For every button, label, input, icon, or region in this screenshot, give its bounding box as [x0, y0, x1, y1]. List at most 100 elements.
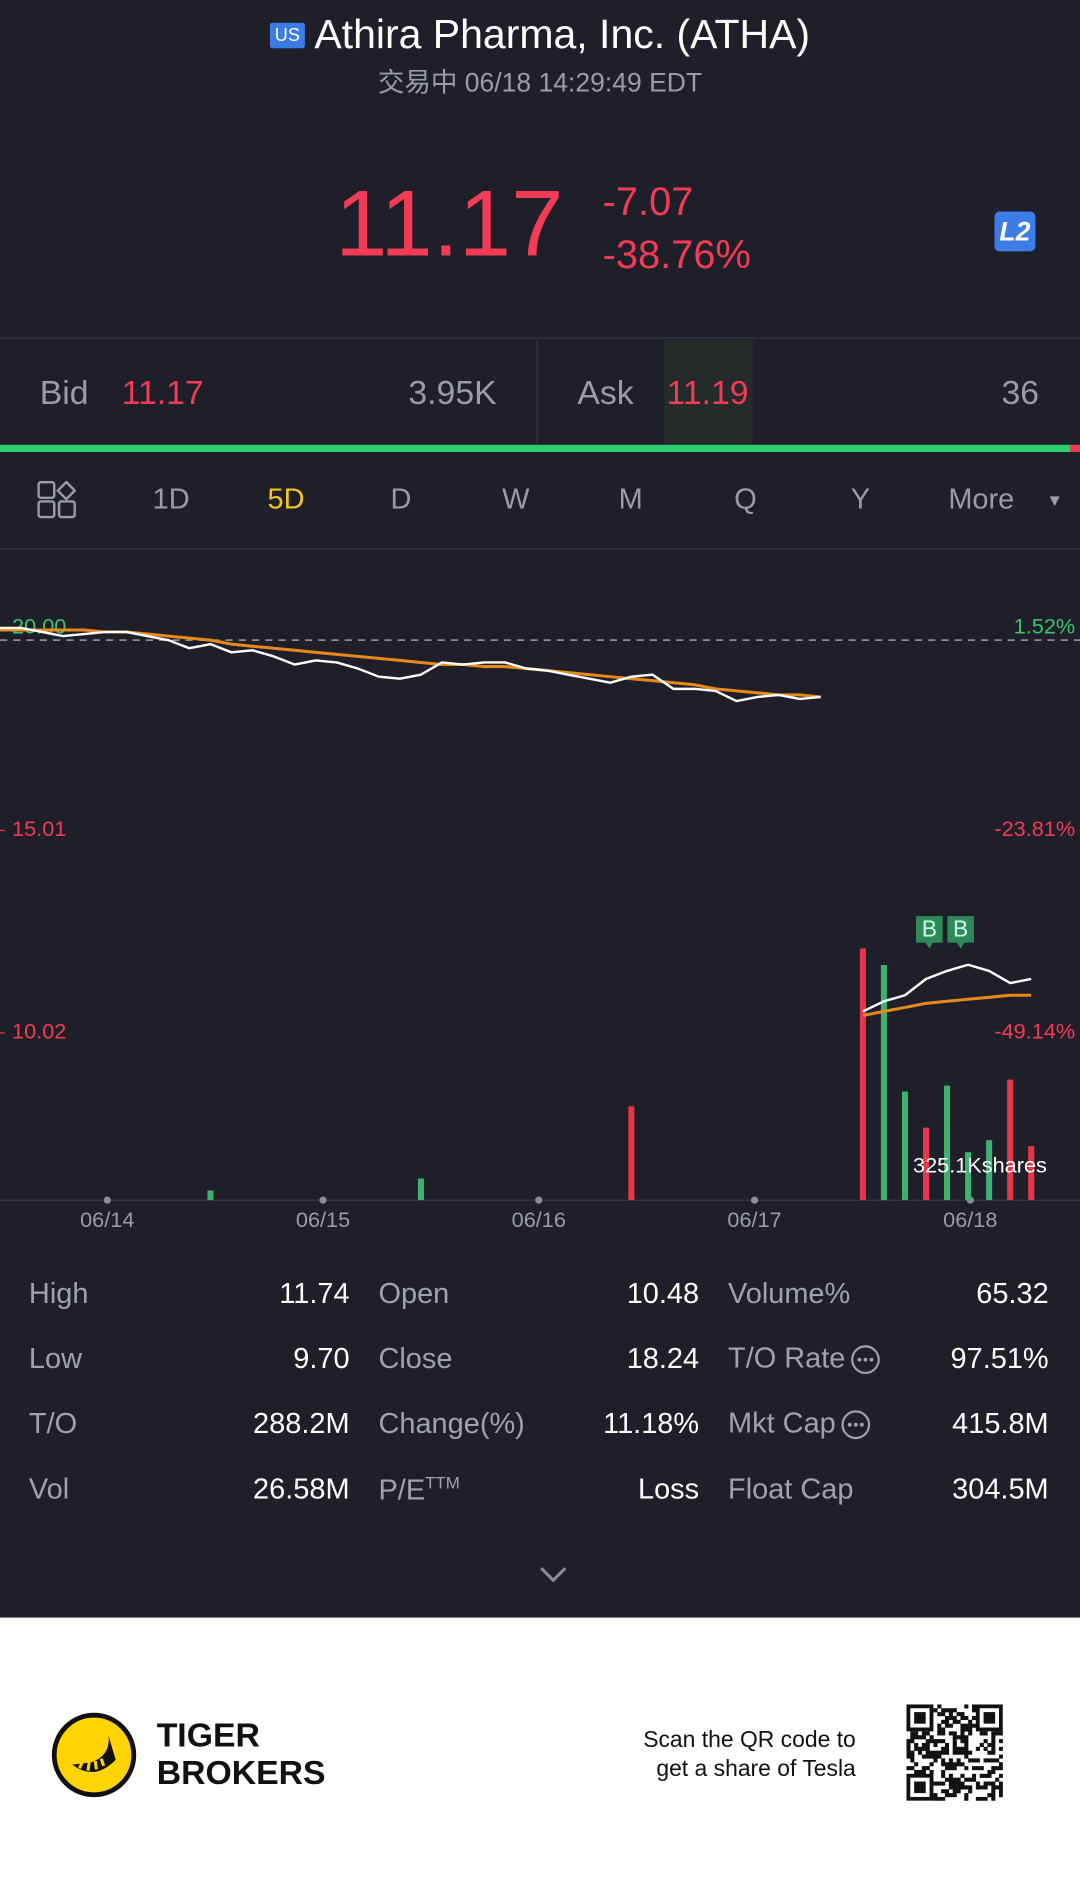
qr-module: [956, 1719, 961, 1724]
percent-label: -23.81%: [994, 816, 1075, 841]
qr-finder: [914, 1781, 926, 1794]
qr-module: [921, 1766, 926, 1771]
qr-module: [952, 1789, 957, 1794]
stat-value: 9.70: [293, 1342, 350, 1376]
qr-module: [991, 1796, 996, 1801]
ask-label: Ask: [577, 373, 634, 412]
qr-module: [964, 1727, 969, 1732]
qr-module: [983, 1739, 988, 1744]
qr-module: [937, 1750, 942, 1755]
qr-module: [941, 1708, 946, 1713]
x-tick-dot: [750, 1196, 759, 1204]
qr-module: [968, 1723, 973, 1728]
qr-module: [944, 1723, 950, 1728]
qr-module: [964, 1715, 969, 1721]
volume-bar: [965, 1152, 972, 1201]
qr-module: [998, 1739, 1003, 1744]
qr-module: [917, 1746, 923, 1751]
qr-module: [929, 1769, 934, 1775]
stat-value: 10.48: [626, 1277, 700, 1311]
qr-module: [921, 1742, 926, 1748]
volume-bar: [880, 964, 887, 1201]
volume-bar: [944, 1085, 951, 1201]
qr-module: [952, 1742, 957, 1748]
stat-value: 288.2M: [253, 1407, 350, 1441]
dropdown-arrow: ▼: [1046, 490, 1064, 510]
expand-chevron[interactable]: [539, 1565, 568, 1584]
qr-module: [960, 1739, 965, 1744]
qr-module: [956, 1789, 961, 1794]
qr-module: [917, 1735, 923, 1740]
qr-module: [960, 1785, 965, 1790]
qr-finder: [906, 1704, 934, 1732]
qr-module: [925, 1750, 930, 1755]
qr-module: [933, 1796, 938, 1801]
qr-module: [956, 1746, 961, 1751]
qr-module: [987, 1773, 992, 1778]
qr-module: [925, 1739, 930, 1744]
qr-module: [937, 1754, 942, 1759]
qr-module: [933, 1754, 938, 1759]
qr-module: [941, 1769, 946, 1775]
last-price: 11.17: [335, 169, 564, 277]
level2-badge[interactable]: L2: [994, 211, 1036, 252]
qr-module: [960, 1762, 965, 1767]
qr-module: [937, 1796, 942, 1801]
tab[interactable]: Y: [850, 483, 871, 516]
tab[interactable]: D: [390, 483, 412, 516]
qr-module: [956, 1750, 961, 1755]
qr-module: [960, 1723, 965, 1728]
qr-module: [933, 1739, 938, 1744]
volume-bar: [986, 1140, 993, 1201]
qr-module: [960, 1746, 965, 1751]
info-dot: [848, 1422, 853, 1427]
qr-module: [995, 1758, 1000, 1763]
tab[interactable]: 1D: [152, 483, 190, 516]
stat-value: Loss: [637, 1472, 700, 1506]
tab[interactable]: 5D: [267, 483, 305, 516]
qr-module: [952, 1746, 957, 1751]
qr-module: [929, 1739, 934, 1744]
volume-bar: [1028, 1146, 1035, 1201]
qr-module: [991, 1750, 996, 1755]
qr-module: [941, 1727, 946, 1732]
stat-label-text: P/E: [378, 1474, 426, 1507]
qr-module: [971, 1777, 977, 1782]
tab[interactable]: W: [502, 483, 530, 516]
info-icon[interactable]: [850, 1344, 881, 1375]
layout-icon[interactable]: [37, 480, 76, 520]
qr-module: [910, 1766, 915, 1771]
qr-module: [968, 1750, 973, 1755]
info-icon[interactable]: [841, 1409, 872, 1440]
price-line: [0, 626, 1032, 1013]
qr-module: [921, 1754, 926, 1759]
qr-module: [998, 1762, 1003, 1767]
tab[interactable]: M: [618, 483, 643, 516]
qr-module: [956, 1712, 961, 1717]
qr-module: [987, 1769, 992, 1775]
qr-module: [937, 1731, 942, 1736]
info-dot: [869, 1357, 874, 1362]
promo-text: get a share of Tesla: [656, 1756, 856, 1783]
volume-bar: [859, 948, 866, 1201]
stat-label: Vol: [29, 1475, 69, 1504]
percent-label: -49.14%: [994, 1019, 1075, 1044]
qr-module: [964, 1735, 969, 1740]
qr-module: [921, 1746, 926, 1751]
y-tick-label: 10.02: [12, 1019, 66, 1044]
qr-module: [987, 1793, 992, 1798]
qr-module: [960, 1731, 965, 1736]
x-tick-label: 06/16: [512, 1207, 566, 1232]
qr-module: [941, 1758, 946, 1763]
tab[interactable]: More: [948, 483, 1015, 516]
qr-module: [968, 1719, 973, 1724]
qr-finder: [906, 1773, 934, 1801]
qr-module: [971, 1715, 977, 1721]
qr-module: [910, 1750, 915, 1755]
promo-text: Scan the QR code to: [643, 1727, 856, 1754]
qr-module: [960, 1735, 965, 1740]
stat-value: 65.32: [976, 1277, 1049, 1311]
tab[interactable]: Q: [734, 483, 757, 516]
qr-module: [914, 1746, 919, 1751]
